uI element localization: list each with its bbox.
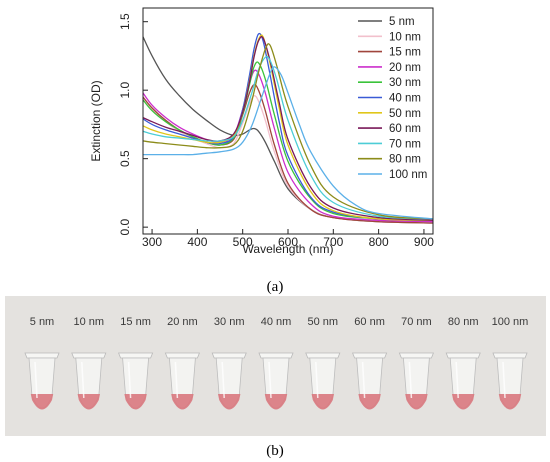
tube-cap (305, 352, 341, 359)
legend-label-5: 40 nm (389, 93, 421, 105)
x-tick-label-1: 400 (187, 235, 207, 249)
tube-highlight (268, 361, 272, 399)
tube-cap (24, 352, 60, 359)
y-tick-label-1: 0.5 (118, 150, 132, 167)
legend-label-2: 15 nm (389, 47, 421, 59)
tube-row: 5 nm 10 nm 15 nm 20 nm 30 nm 40 nm 50 nm 60 nm 7… (24, 316, 529, 410)
x-tick-label-3: 600 (278, 235, 298, 249)
series-line-5 (142, 32, 434, 221)
tube-cap (445, 352, 481, 359)
tube-label-7: 60 nm (354, 316, 385, 328)
x-tick-label-0: 300 (142, 235, 162, 249)
series-line-7 (142, 36, 434, 221)
y-tick-label-2: 1.0 (118, 82, 132, 99)
tube-0 (24, 352, 60, 410)
tube-highlight (174, 361, 179, 399)
tube-highlight (81, 361, 85, 399)
legend-label-8: 70 nm (389, 138, 421, 150)
tube-7 (352, 352, 388, 410)
tube-5 (258, 352, 294, 410)
tube-10 (492, 352, 528, 410)
extinction-spectra-chart: 300 400 500 600 700 800 900 0.0 0.5 1.0 1.5 Wavel… (89, 7, 434, 256)
tube-cap (258, 352, 294, 359)
tube-cap (164, 352, 200, 359)
tube-4 (211, 352, 247, 410)
legend: 5 nm 10 nm 15 nm 20 nm 30 nm 40 nm 50 nm 60 nm 7… (358, 16, 427, 181)
legend-label-7: 60 nm (389, 123, 421, 135)
y-axis-ticks: 0.0 0.5 1.0 1.5 (118, 13, 148, 235)
y-axis-label: Extinction (OD) (89, 80, 103, 161)
tube-label-1: 10 nm (74, 316, 105, 328)
series-line-10 (143, 66, 434, 220)
panel-label-b: (b) (266, 443, 284, 459)
x-tick-label-5: 800 (369, 235, 389, 249)
tube-highlight (455, 361, 459, 399)
tube-label-2: 15 nm (120, 316, 151, 328)
tube-cap (352, 352, 388, 359)
x-tick-label-6: 900 (414, 235, 434, 249)
tube-6 (305, 352, 341, 410)
tube-label-3: 20 nm (167, 316, 198, 328)
tube-label-10: 100 nm (492, 316, 529, 328)
tube-3 (164, 352, 200, 410)
legend-label-3: 20 nm (389, 62, 421, 74)
tube-highlight (34, 361, 38, 399)
x-tick-label-4: 700 (323, 235, 343, 249)
tube-highlight (361, 361, 366, 399)
tube-2 (118, 352, 154, 410)
series-line-8 (142, 55, 434, 220)
tube-label-0: 5 nm (30, 316, 54, 328)
x-tick-label-2: 500 (233, 235, 253, 249)
tube-9 (445, 352, 481, 410)
legend-label-9: 80 nm (389, 154, 421, 166)
tube-label-4: 30 nm (214, 316, 245, 328)
tube-label-6: 50 nm (308, 316, 339, 328)
tube-highlight (221, 361, 225, 399)
series-layer (142, 32, 434, 224)
tube-label-8: 70 nm (401, 316, 432, 328)
y-tick-label-3: 1.5 (118, 13, 132, 30)
tube-label-5: 40 nm (261, 316, 292, 328)
tube-highlight (127, 361, 132, 399)
tube-cap (71, 352, 107, 359)
tube-1 (71, 352, 107, 410)
x-axis-ticks: 300 400 500 600 700 800 900 (142, 229, 434, 249)
legend-label-0: 5 nm (389, 16, 415, 28)
legend-label-4: 30 nm (389, 77, 421, 89)
legend-label-6: 50 nm (389, 108, 421, 120)
legend-label-10: 100 nm (389, 169, 427, 181)
nanoparticle-tubes-photo: 5 nm 10 nm 15 nm 20 nm 30 nm 40 nm 50 nm 60 nm 7… (5, 296, 546, 436)
tube-highlight (502, 361, 506, 399)
panel-label-a: (a) (267, 279, 284, 295)
tube-label-9: 80 nm (448, 316, 479, 328)
series-line-9 (142, 43, 434, 220)
tube-cap (211, 352, 247, 359)
tube-cap (398, 352, 434, 359)
y-tick-label-0: 0.0 (118, 218, 132, 235)
tube-highlight (315, 361, 319, 399)
tube-highlight (408, 361, 413, 399)
x-axis-label: Wavelength (nm) (243, 242, 334, 256)
tube-cap (118, 352, 154, 359)
tube-8 (398, 352, 434, 410)
tube-cap (492, 352, 528, 359)
legend-label-1: 10 nm (389, 31, 421, 43)
